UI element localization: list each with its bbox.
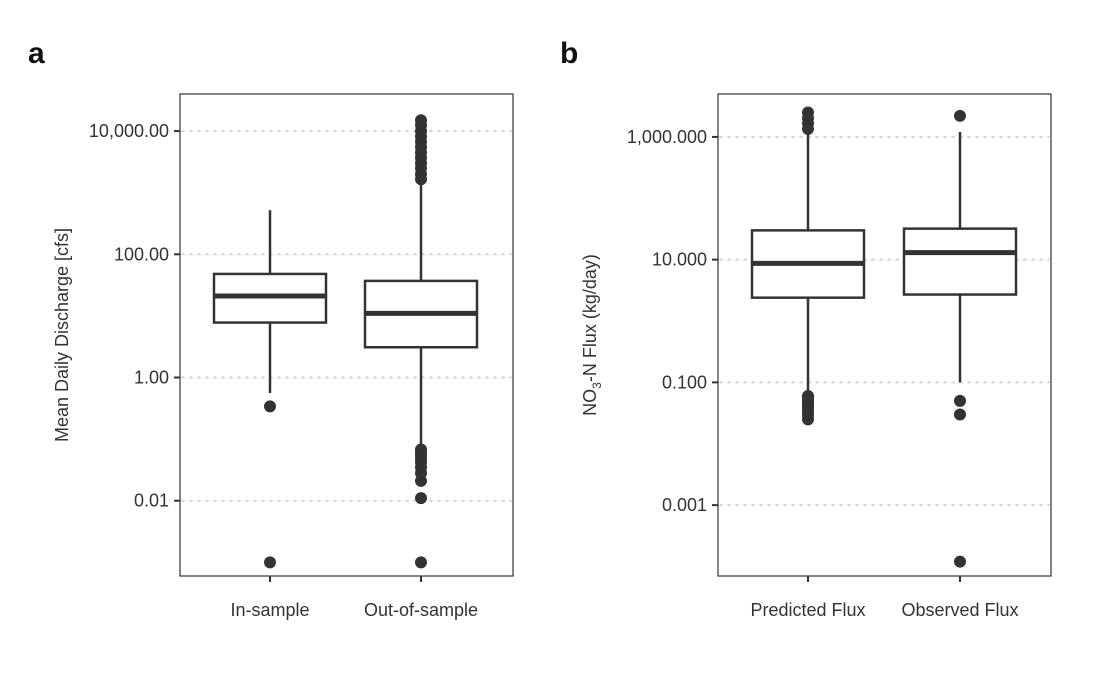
panel-b-observed-flux-outlier-point bbox=[954, 109, 966, 122]
panel-b-predicted-flux-outlier-point bbox=[802, 413, 814, 426]
panel-a-y-tick-label: 10,000.00 bbox=[89, 121, 169, 141]
panel-b-y-axis-title-sub: 3 bbox=[590, 382, 604, 389]
panel-a-y-tick-label: 0.01 bbox=[134, 491, 169, 511]
panel-a-out-of-sample-outlier-point bbox=[415, 492, 427, 505]
panel-a-in-sample-boxplot bbox=[212, 210, 328, 569]
panel-b-category-label: Observed Flux bbox=[901, 600, 1018, 620]
panel-b-gridlines bbox=[719, 135, 1050, 507]
panel-a-out-of-sample-boxplot bbox=[363, 114, 479, 569]
panel-b-y-axis-title-pre: NO bbox=[580, 389, 600, 416]
panel-a-out-of-sample-outlier-point bbox=[415, 556, 427, 569]
panel-b-y-axis-title: NO3-N Flux (kg/day) bbox=[580, 254, 604, 416]
panel-a-boxes bbox=[212, 114, 479, 569]
panel-b-predicted-flux-boxplot bbox=[750, 106, 866, 426]
panel-a-y-axis-title: Mean Daily Discharge [cfs] bbox=[52, 228, 72, 442]
panel-a-gridlines bbox=[181, 130, 512, 502]
panel-b-observed-flux-outlier-point bbox=[954, 555, 966, 568]
panel-b-category-label: Predicted Flux bbox=[750, 600, 865, 620]
panel-b-y-tick-label: 10.000 bbox=[652, 250, 707, 270]
panel-a-in-sample-outlier-point bbox=[264, 556, 276, 569]
panel-b-x-axis: Predicted Flux Observed Flux bbox=[750, 576, 1019, 620]
panel-b-observed-flux-boxplot bbox=[902, 109, 1018, 568]
panel-b-y-tick-label: 0.100 bbox=[662, 372, 707, 392]
panel-a-label: a bbox=[28, 37, 45, 70]
panel-b-y-axis: 0.001 0.100 10.000 1,000.000 bbox=[627, 127, 718, 515]
panel-a-out-of-sample-outlier-point bbox=[415, 474, 427, 487]
panel-b: b NO3-N Flux (kg/day) 0.001 0.100 10.000 1,… bbox=[560, 37, 1052, 620]
panel-a-category-label: Out-of-sample bbox=[364, 600, 478, 620]
panel-b-plot-frame bbox=[717, 93, 1052, 577]
panel-b-y-tick-label: 1,000.000 bbox=[627, 127, 707, 147]
panel-a-y-tick-label: 1.00 bbox=[134, 368, 169, 388]
panel-b-observed-flux-outlier-point bbox=[954, 394, 966, 407]
panel-a-x-axis: In-sample Out-of-sample bbox=[230, 576, 478, 620]
panel-a-y-tick-label: 100.00 bbox=[114, 244, 169, 264]
panel-a-category-label: In-sample bbox=[230, 600, 309, 620]
panel-a: a Mean Daily Discharge [cfs] 0.01 1.00 100… bbox=[28, 37, 514, 620]
panel-a-out-of-sample-outlier-point bbox=[415, 114, 427, 127]
panel-b-label: b bbox=[560, 37, 578, 70]
panel-a-y-axis: 0.01 1.00 100.00 10,000.00 bbox=[89, 121, 180, 511]
panel-b-y-axis-title-post: -N Flux (kg/day) bbox=[580, 254, 600, 382]
panel-b-predicted-flux-outlier-point bbox=[802, 106, 814, 119]
panel-b-observed-flux-iqr-box bbox=[902, 227, 1018, 296]
panel-b-boxes bbox=[750, 106, 1018, 568]
panel-b-observed-flux-outlier-point bbox=[954, 408, 966, 421]
panel-a-plot-frame bbox=[179, 93, 514, 577]
panel-b-y-tick-label: 0.001 bbox=[662, 495, 707, 515]
panel-a-in-sample-outlier-point bbox=[264, 400, 276, 413]
